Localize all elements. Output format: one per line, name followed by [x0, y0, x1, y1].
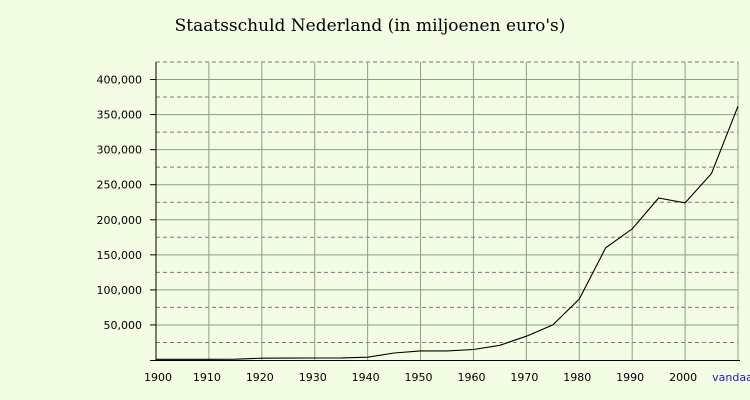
data-point	[419, 350, 421, 352]
x-tick-label: 2000	[669, 371, 697, 384]
grid-minor	[156, 61, 738, 343]
x-tick-label: 1920	[246, 371, 274, 384]
data-point	[525, 335, 527, 337]
y-tick-label: 100,000	[97, 284, 143, 297]
data-point	[684, 202, 686, 204]
x-tick-label: 1960	[457, 371, 485, 384]
y-tick-label: 150,000	[97, 249, 143, 262]
y-tick-label: 250,000	[97, 179, 143, 192]
axes	[150, 62, 740, 361]
data-point	[737, 105, 739, 107]
data-point	[393, 352, 395, 354]
x-tick-label: 1940	[352, 371, 380, 384]
data-point	[552, 324, 554, 326]
x-tick-label: 1970	[510, 371, 538, 384]
y-tick-label: 400,000	[97, 74, 143, 87]
x-tick-label: 1910	[193, 371, 221, 384]
data-point	[578, 298, 580, 300]
series-layer	[155, 105, 739, 360]
y-axis-ticks: 50,000 100,000 150,000 200,000 250,000 300,00…	[97, 74, 156, 332]
x-axis-ticks: 1900 1910 1920 1930 1940 1950 1960 1970 1980 1990…	[144, 371, 750, 384]
data-point	[446, 350, 448, 352]
x-tick-label: vandaag	[712, 371, 750, 384]
series-line-0	[156, 105, 739, 360]
data-point	[499, 344, 501, 346]
y-tick-label: 50,000	[104, 319, 143, 332]
data-point	[234, 358, 236, 360]
data-point	[314, 357, 316, 359]
data-point	[287, 357, 289, 359]
data-point	[340, 357, 342, 359]
data-point	[208, 358, 210, 360]
grid-major	[155, 62, 739, 360]
data-point	[657, 197, 659, 199]
data-point	[155, 358, 157, 360]
chart-title: Staatsschuld Nederland (in miljoenen eur…	[175, 16, 566, 36]
x-tick-label: 1930	[299, 371, 327, 384]
y-tick-label: 300,000	[97, 144, 143, 157]
data-point	[710, 172, 712, 174]
x-tick-label: 1980	[563, 371, 591, 384]
data-point	[261, 357, 263, 359]
data-point	[181, 358, 183, 360]
data-point	[366, 356, 368, 358]
data-point	[472, 348, 474, 350]
x-tick-label: 1950	[405, 371, 433, 384]
y-tick-label: 200,000	[97, 214, 143, 227]
x-tick-label: 1900	[144, 371, 172, 384]
y-tick-label: 350,000	[97, 109, 143, 122]
data-point	[605, 247, 607, 249]
x-tick-label: 1990	[616, 371, 644, 384]
data-point	[631, 228, 633, 230]
